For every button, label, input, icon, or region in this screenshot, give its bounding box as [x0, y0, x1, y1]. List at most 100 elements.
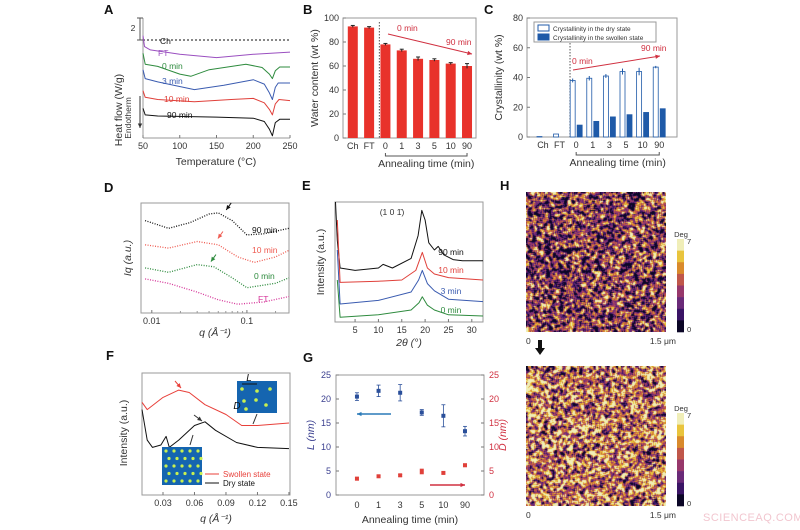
particle-dot — [196, 464, 200, 468]
particle-dot — [172, 479, 176, 483]
x-category-label: 0 — [383, 141, 388, 151]
inset-pointer — [252, 413, 258, 425]
colorbar-step — [677, 320, 684, 333]
point-L-1 — [376, 388, 381, 393]
y-tick-label: 60 — [513, 43, 523, 53]
y-tick-label: 0 — [518, 132, 523, 142]
x-category-label: 90 — [654, 140, 664, 150]
colorbar-step — [677, 285, 684, 298]
colorbar-title: Deg — [674, 230, 688, 239]
y-tick-label: 80 — [329, 37, 339, 47]
peak-arrow-head — [176, 383, 181, 388]
curve-label: 3 min — [162, 76, 183, 86]
x-tick-label: 0.01 — [143, 316, 161, 326]
trend-arrow — [572, 55, 661, 71]
colorbar-step — [677, 250, 684, 263]
particle-dot — [242, 399, 246, 403]
particle-dot — [172, 449, 176, 453]
arrow-end-label: 90 min — [446, 37, 472, 47]
y-axis-label: Intensity (a.u.) — [315, 229, 327, 296]
colorbar-max: 7 — [687, 237, 691, 246]
point-D-3 — [398, 473, 403, 478]
particle-dot — [264, 403, 268, 407]
endotherm-label: Endotherm — [123, 97, 133, 139]
dry-bar-1 — [586, 77, 593, 138]
y-tick-label: 20 — [513, 102, 523, 112]
particle-dot — [180, 464, 184, 468]
peak-arrow-head — [217, 233, 223, 239]
x-category-label: 1 — [376, 500, 381, 510]
y-tick-label: 20 — [329, 109, 339, 119]
x-axis-label: q (Å⁻¹) — [200, 512, 232, 525]
colorbar-step — [677, 262, 684, 275]
x-tick-label: 0.1 — [241, 316, 254, 326]
plot-frame-B — [342, 17, 477, 139]
swollen-bar-0 — [576, 124, 583, 138]
y-tick-label-left: 0 — [326, 490, 331, 500]
dsc-curve-0min — [142, 53, 290, 80]
y-tick-label-left: 10 — [321, 442, 331, 452]
colorbar-step — [677, 436, 684, 449]
bar-0 — [380, 44, 391, 138]
x-category-label: 0 — [574, 140, 579, 150]
y-axis-label: Iq (a.u.) — [122, 240, 134, 276]
particle-dot — [167, 471, 171, 476]
particle-dot — [188, 449, 192, 453]
trend-arrow-head — [655, 54, 660, 59]
x-category-label: 5 — [623, 140, 628, 150]
x-tick-label: 0.15 — [280, 498, 298, 508]
arrow-end-label: 90 min — [641, 43, 667, 53]
panel-label-B: B — [303, 2, 312, 17]
colorbar-min: 0 — [687, 325, 691, 334]
bar-10 — [445, 63, 456, 138]
x-axis-label: 2θ (°) — [395, 337, 422, 349]
waxs-curve-90min — [335, 201, 483, 271]
point-L-5 — [419, 410, 424, 415]
dsc-curve-10min — [142, 90, 291, 116]
panel-label-D: D — [104, 180, 113, 195]
x-category-label: Ch — [537, 140, 549, 150]
panel-label-E: E — [302, 178, 311, 193]
y-tick-label-right: 5 — [489, 466, 494, 476]
panel-label-H: H — [500, 178, 509, 193]
y-tick-label: 100 — [324, 13, 339, 23]
y-tick-label-left: 25 — [321, 370, 331, 380]
particle-dot — [196, 479, 200, 483]
colorbar-step — [677, 413, 684, 425]
legend — [533, 21, 657, 43]
y-tick-label: 80 — [513, 13, 523, 23]
point-D-5 — [419, 469, 424, 474]
colorbar-step — [677, 482, 684, 495]
y-axis-label: Water content (wt %) — [309, 29, 321, 127]
endotherm-arrow-head — [137, 123, 143, 128]
left-axis-arrow-head — [357, 411, 362, 417]
colorbar-step — [677, 308, 684, 321]
point-D-90 — [462, 463, 467, 468]
y-axis-label: Crystallinity (wt %) — [493, 34, 505, 120]
x-category-label: 5 — [419, 500, 424, 510]
y-tick-label: 0 — [334, 133, 339, 143]
dsc-curve-90min — [142, 108, 290, 137]
x-category-label: 0 — [354, 500, 359, 510]
curve-label: 3 min — [441, 286, 462, 296]
x-tick-label: 0.12 — [249, 498, 267, 508]
watermark: SCIENCEAQ.COM — [703, 512, 800, 524]
colorbar-step — [677, 471, 684, 484]
peak-index-label: (1 0 1̄) — [380, 207, 405, 217]
particle-dot — [196, 449, 200, 453]
y-tick-label-left: 5 — [326, 466, 331, 476]
curve-label: FT — [158, 48, 168, 58]
x-tick-label: 100 — [172, 141, 187, 151]
panel-label-A: A — [104, 2, 114, 17]
inset-pointer — [189, 434, 194, 446]
dry-bar-FT — [553, 133, 559, 138]
x-axis-label: Temperature (°C) — [176, 156, 257, 168]
y-tick-label-left: 15 — [321, 418, 331, 428]
x-category-label: 3 — [607, 140, 612, 150]
particle-dot — [183, 456, 187, 461]
x-tick-label: 15 — [397, 325, 407, 335]
legend-label: Crystallinity in the swollen state — [553, 35, 644, 42]
particle-dot — [175, 471, 179, 476]
particle-dot — [188, 464, 192, 468]
colorbar-title: Deg — [674, 404, 688, 413]
